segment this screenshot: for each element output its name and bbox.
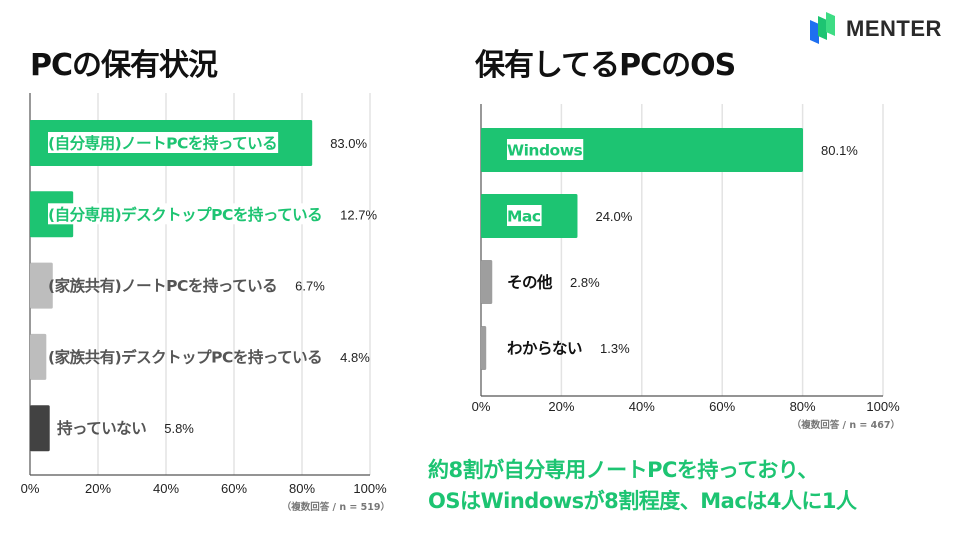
data-label: 24.0% xyxy=(595,209,632,224)
summary-line-1: 約8割が自分専用ノートPCを持っており、 xyxy=(428,458,818,482)
data-label: 80.1% xyxy=(821,143,858,158)
x-tick-label: 0% xyxy=(21,481,40,496)
bar xyxy=(30,262,53,309)
bar xyxy=(30,333,47,380)
menter-logo-text: MENTER xyxy=(846,16,942,41)
category-label-background xyxy=(507,139,584,160)
x-tick-label: 40% xyxy=(153,481,179,496)
category-label: わからない xyxy=(507,340,582,358)
data-label: 4.8% xyxy=(340,350,370,365)
x-tick-label: 80% xyxy=(289,481,315,496)
data-label: 12.7% xyxy=(340,207,377,222)
category-label: Mac xyxy=(507,208,541,226)
category-label: (自分専用)デスクトップPCを持っている xyxy=(48,205,322,224)
menter-logo: MENTER xyxy=(808,12,942,46)
x-tick-label: 20% xyxy=(85,481,111,496)
category-label: (自分専用)ノートPCを持っている xyxy=(48,134,277,153)
summary-line-2: OSはWindowsが8割程度、Macは4人に1人 xyxy=(428,489,857,513)
category-label-background xyxy=(48,203,324,225)
bar xyxy=(481,260,493,304)
x-tick-label: 60% xyxy=(221,481,247,496)
data-label: 83.0% xyxy=(330,136,367,151)
bar xyxy=(30,405,50,452)
data-label: 5.8% xyxy=(164,421,194,436)
chart-title-pc-ownership: PCの保有状況 xyxy=(30,48,218,83)
summary-text: 約8割が自分専用ノートPCを持っており、 OSはWindowsが8割程度、Mac… xyxy=(428,455,857,517)
x-tick-label: 100% xyxy=(866,399,900,414)
x-tick-label: 60% xyxy=(709,399,735,414)
category-label: 持っていない xyxy=(57,419,146,438)
sample-note: （複数回答 / n = 519） xyxy=(282,501,390,513)
category-label: (家族共有)デスクトップPCを持っている xyxy=(48,347,322,366)
data-label: 1.3% xyxy=(600,341,630,356)
x-tick-label: 40% xyxy=(629,399,655,414)
menter-logo-icon xyxy=(810,12,835,44)
category-label: (家族共有)ノートPCを持っている xyxy=(48,276,277,295)
bar xyxy=(481,326,487,370)
data-label: 6.7% xyxy=(295,279,325,294)
data-label: 2.8% xyxy=(570,275,600,290)
x-tick-label: 80% xyxy=(790,399,816,414)
chart-title-os: 保有してるPCのOS xyxy=(475,48,736,83)
x-tick-label: 0% xyxy=(472,399,491,414)
x-tick-label: 20% xyxy=(548,399,574,414)
category-label: Windows xyxy=(507,142,583,160)
category-label-background xyxy=(48,132,279,153)
sample-note: （複数回答 / n = 467） xyxy=(792,419,900,431)
category-label: その他 xyxy=(507,273,553,292)
x-tick-label: 100% xyxy=(353,481,387,496)
category-label-background xyxy=(507,205,542,226)
